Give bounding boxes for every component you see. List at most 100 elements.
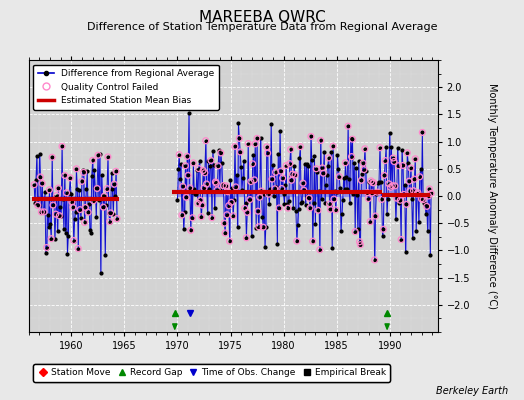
Point <box>328 245 336 251</box>
Point <box>106 210 115 216</box>
Point <box>51 211 60 217</box>
Point <box>99 204 107 210</box>
Point <box>212 180 221 186</box>
Point <box>419 196 428 203</box>
Point <box>31 200 39 206</box>
Point <box>291 172 299 178</box>
Point <box>370 257 379 263</box>
Point <box>92 214 101 220</box>
Point <box>305 195 313 202</box>
Point <box>336 185 344 191</box>
Point <box>110 181 118 188</box>
Point <box>235 135 244 142</box>
Point <box>222 183 230 189</box>
Point <box>360 166 368 173</box>
Point <box>94 152 102 158</box>
Point <box>187 227 195 234</box>
Point <box>309 238 317 244</box>
Point <box>373 189 381 195</box>
Point <box>283 200 291 207</box>
Point <box>358 171 366 178</box>
Point <box>364 195 373 202</box>
Point <box>208 214 216 221</box>
Point <box>89 157 97 164</box>
Point <box>263 144 271 150</box>
Point <box>320 149 329 155</box>
Point <box>318 165 326 171</box>
Point <box>239 158 248 164</box>
Point <box>344 123 352 129</box>
Point <box>197 214 205 220</box>
Point <box>81 204 90 211</box>
Point <box>357 177 366 184</box>
Point <box>251 141 259 147</box>
Point <box>78 178 86 185</box>
Point <box>80 169 88 176</box>
Point <box>315 246 324 253</box>
Point <box>296 144 304 150</box>
Point <box>312 166 321 172</box>
Point <box>335 174 343 180</box>
Point <box>237 164 245 170</box>
Point <box>316 137 325 144</box>
Point <box>282 162 290 169</box>
Point <box>404 160 412 166</box>
Point <box>355 238 364 245</box>
Point <box>353 192 361 198</box>
Point <box>224 202 233 209</box>
Point <box>236 149 244 155</box>
Point <box>378 232 387 239</box>
Point <box>210 204 219 211</box>
Point <box>352 165 360 172</box>
Point <box>348 136 357 142</box>
Point <box>321 200 329 206</box>
Point <box>71 208 80 215</box>
Point <box>184 172 192 178</box>
Point <box>359 160 367 166</box>
Point <box>36 174 45 180</box>
Point <box>299 180 307 186</box>
Point <box>359 160 367 166</box>
Point <box>389 155 397 161</box>
Point <box>361 146 369 152</box>
Point <box>253 135 261 142</box>
Point <box>322 182 330 188</box>
Point <box>205 186 213 192</box>
Point <box>344 123 352 129</box>
Point <box>69 204 77 210</box>
Point <box>78 178 86 185</box>
Point <box>303 194 312 200</box>
Point <box>220 220 228 226</box>
Point <box>350 160 358 166</box>
Point <box>53 228 62 234</box>
Point <box>223 212 231 218</box>
Point <box>340 174 348 181</box>
Point <box>48 154 56 160</box>
Point <box>385 180 393 187</box>
Point <box>105 218 114 225</box>
Point <box>183 153 191 160</box>
Point <box>414 190 422 196</box>
Point <box>249 152 258 158</box>
Point <box>68 199 76 205</box>
Point <box>106 210 115 216</box>
Point <box>282 162 290 169</box>
Point <box>409 188 418 194</box>
Point <box>412 228 420 234</box>
Point <box>334 166 343 172</box>
Point <box>219 182 227 189</box>
Point <box>399 162 407 169</box>
Point <box>312 166 321 172</box>
Point <box>105 210 113 216</box>
Point <box>278 175 287 181</box>
Point <box>295 154 303 161</box>
Point <box>101 252 110 258</box>
Point <box>202 181 211 187</box>
Point <box>55 212 63 219</box>
Point <box>220 220 228 226</box>
Point <box>224 188 232 195</box>
Point <box>242 234 250 241</box>
Point <box>41 250 50 256</box>
Point <box>189 160 198 166</box>
Point <box>207 157 215 164</box>
